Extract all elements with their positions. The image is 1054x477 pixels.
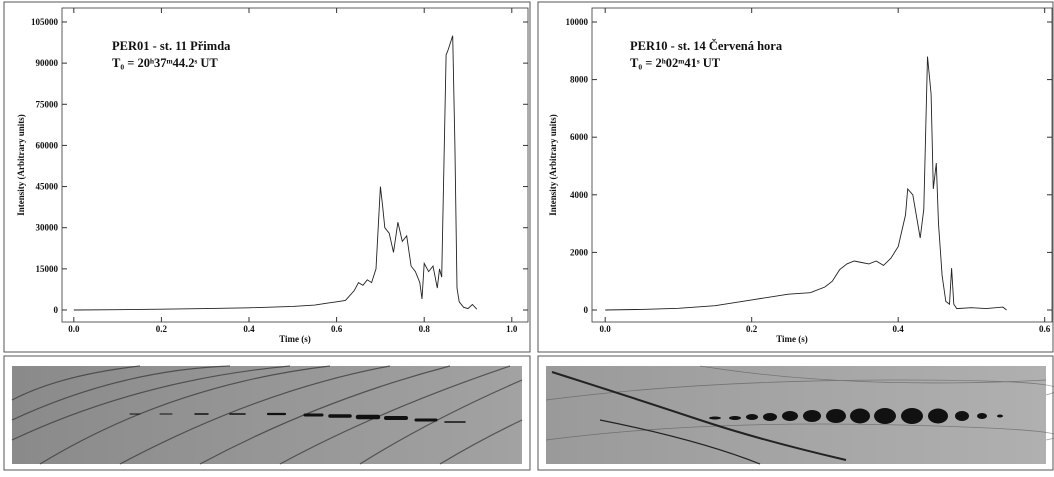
x-tick-label: 0.8 (419, 324, 431, 334)
meteor-photo (11, 365, 523, 465)
x-tick-label: 0.4 (893, 324, 905, 334)
x-axis-label: Time (s) (279, 334, 311, 344)
y-axis-label: Intensity (Arbitrary units) (548, 114, 558, 216)
panel-border (537, 355, 1054, 471)
x-tick-label: 0.0 (68, 324, 80, 334)
x-tick-label: 0.2 (156, 324, 168, 334)
x-tick-label: 0.4 (243, 324, 255, 334)
x-tick-label: 0.0 (600, 324, 612, 334)
x-tick-label: 0.6 (331, 324, 343, 334)
meteor-photo (545, 365, 1054, 465)
data-line (73, 35, 478, 311)
y-tick-label: 60000 (36, 140, 59, 150)
y-tick-label: 0 (54, 305, 59, 315)
plot-frame (61, 7, 529, 323)
x-tick-label: 1.0 (506, 324, 518, 334)
chart-title: PER10 - st. 14 Červená hora (630, 39, 783, 53)
chart-subtitle: T₀ = 2ʰ02ᵐ41ˢ UT (630, 56, 721, 70)
y-tick-label: 30000 (36, 223, 59, 233)
y-tick-label: 10000 (566, 17, 589, 27)
y-axis-label: Intensity (Arbitrary units) (16, 114, 26, 216)
data-line (605, 56, 1007, 311)
plot-frame (591, 7, 1053, 323)
chart-title: PER01 - st. 11 Přimda (112, 39, 231, 53)
x-tick-label: 0.6 (1039, 324, 1051, 334)
y-tick-label: 45000 (36, 182, 59, 192)
y-tick-label: 105000 (31, 17, 59, 27)
y-tick-label: 75000 (36, 99, 59, 109)
x-tick-label: 0.2 (746, 324, 758, 334)
panel-border (3, 1, 531, 353)
panel-border (537, 1, 1054, 353)
y-tick-label: 2000 (570, 247, 589, 257)
y-tick-label: 0 (584, 305, 589, 315)
y-tick-label: 6000 (570, 132, 589, 142)
y-tick-label: 90000 (36, 58, 59, 68)
panel-border (3, 355, 531, 471)
x-axis-label: Time (s) (776, 334, 808, 344)
y-tick-label: 8000 (570, 75, 589, 85)
y-tick-label: 15000 (36, 264, 59, 274)
y-tick-label: 4000 (570, 190, 589, 200)
chart-subtitle: T₀ = 20ʰ37ᵐ44.2ˢ UT (112, 56, 218, 70)
